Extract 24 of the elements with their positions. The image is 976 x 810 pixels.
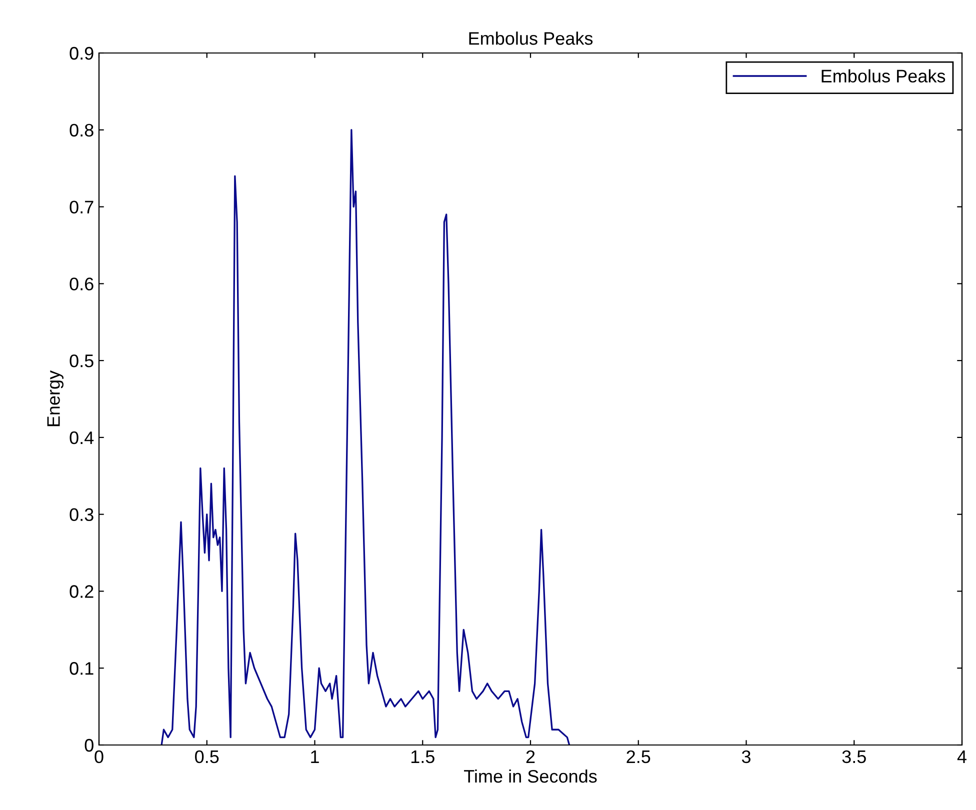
- x-tick-label: 4: [957, 750, 966, 763]
- y-tick-label: 0.2: [70, 585, 94, 598]
- x-tick-label: 3.5: [842, 750, 866, 764]
- y-axis-title: Energy: [47, 370, 64, 426]
- y-tick-label: 0: [84, 738, 94, 752]
- x-tick-label: 1.5: [411, 750, 434, 764]
- x-tick-label: 2.5: [626, 750, 650, 764]
- y-tick-label: 0.8: [70, 124, 94, 137]
- y-tick-label: 0.6: [70, 278, 94, 290]
- legend-label: Embolus Peaks: [822, 69, 946, 83]
- y-tick-label: 0.5: [70, 354, 94, 368]
- x-tick-label: 1: [311, 750, 319, 763]
- y-tick-label: 0.9: [70, 46, 94, 60]
- y-tick-label: 0.7: [70, 200, 94, 214]
- chart-title: Embolus Peaks: [469, 32, 593, 45]
- x-tick-label: 2: [526, 750, 535, 763]
- line-series: [160, 129, 570, 745]
- y-tick-label: 0.3: [70, 508, 94, 522]
- x-axis-title: Time in Seconds: [464, 769, 597, 783]
- x-tick-label: 0.5: [195, 750, 219, 764]
- x-tick-label: 3: [742, 750, 750, 764]
- y-tick-label: 0.1: [70, 662, 94, 675]
- y-tick-label: 0.4: [70, 431, 94, 444]
- x-tick-label: 0: [94, 750, 104, 764]
